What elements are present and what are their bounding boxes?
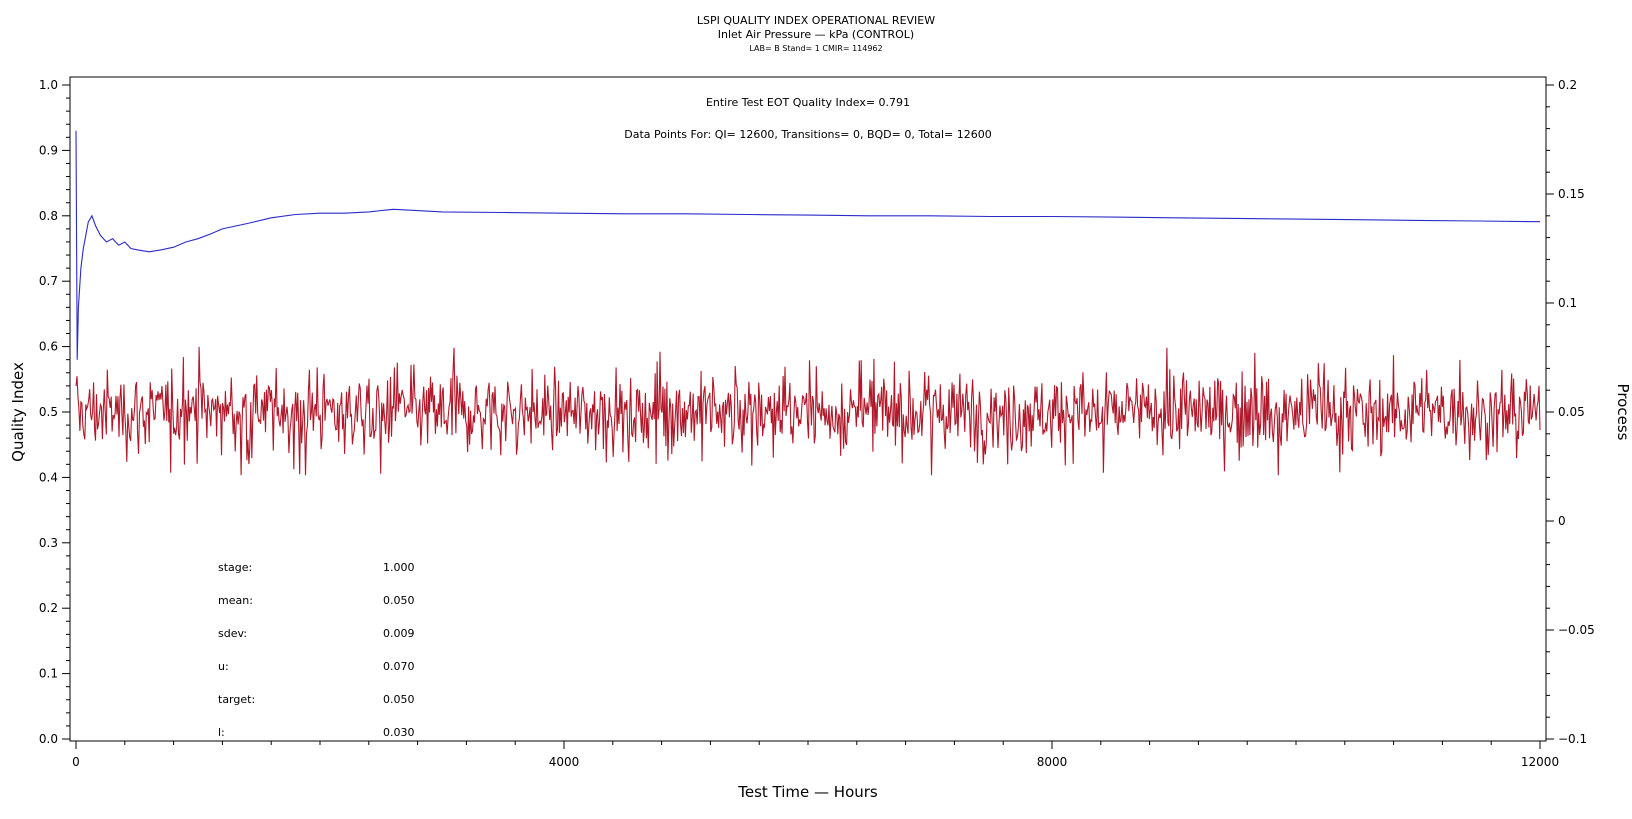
stat-value: 0.050 (383, 594, 415, 607)
stat-value: 0.050 (383, 693, 415, 706)
y-left-tick-label: 0.0 (39, 732, 58, 746)
stat-label: l: (218, 726, 225, 739)
y-left-tick-label: 0.5 (39, 405, 58, 419)
chart-subtitle-2: LAB= B Stand= 1 CMIR= 114962 (749, 44, 882, 53)
axes: 0 4000 8000 12000 0.0 0.1 0.2 0.3 0.4 0.5 0.6 0.7 0.… (39, 78, 1595, 769)
y-right-tick-label: 0 (1558, 514, 1566, 528)
y-right-tick-label: 0.1 (1558, 296, 1577, 310)
stat-value: 0.009 (383, 627, 415, 640)
chart-title: LSPI QUALITY INDEX OPERATIONAL REVIEW (697, 14, 935, 27)
y-left-tick-label: 0.1 (39, 667, 58, 681)
stats-block: stage: 1.000 mean: 0.050 sdev: 0.009 u: 0.070 ta… (218, 561, 415, 739)
y-left-tick-label: 0.7 (39, 274, 58, 288)
x-axis-label: Test Time — Hours (737, 783, 878, 801)
y-left-tick-label: 0.4 (39, 470, 58, 484)
y-axis-right-label: Process (1614, 384, 1632, 441)
y-right-tick-label: −0.1 (1558, 732, 1587, 746)
chart-subtitle: Inlet Air Pressure — kPa (CONTROL) (718, 28, 914, 41)
stat-value: 1.000 (383, 561, 415, 574)
y-left-tick-label: 0.2 (39, 601, 58, 615)
process-line (75, 346, 1541, 476)
x-tick-label: 12000 (1521, 755, 1559, 769)
x-tick-label: 0 (72, 755, 80, 769)
stat-label: mean: (218, 594, 253, 607)
stat-label: u: (218, 660, 229, 673)
y-left-tick-label: 0.8 (39, 209, 58, 223)
y-left-tick-label: 0.9 (39, 143, 58, 157)
y-left-tick-label: 0.6 (39, 340, 58, 354)
y-axis-left-label: Quality Index (9, 362, 27, 462)
x-tick-label: 4000 (549, 755, 580, 769)
y-right-tick-label: −0.05 (1558, 623, 1595, 637)
stat-label: stage: (218, 561, 252, 574)
x-tick-label: 8000 (1037, 755, 1068, 769)
annotation-data-points: Data Points For: QI= 12600, Transitions=… (624, 128, 992, 141)
annotation-eot-quality-index: Entire Test EOT Quality Index= 0.791 (706, 96, 910, 109)
quality-index-line (75, 130, 1541, 360)
process-series (75, 346, 1541, 476)
stat-value: 0.030 (383, 726, 415, 739)
y-right-tick-label: 0.2 (1558, 78, 1577, 92)
y-left-tick-label: 0.3 (39, 536, 58, 550)
y-left-tick-label: 1.0 (39, 78, 58, 92)
stat-label: target: (218, 693, 255, 706)
y-right-tick-label: 0.05 (1558, 405, 1585, 419)
stat-label: sdev: (218, 627, 247, 640)
y-right-tick-label: 0.15 (1558, 187, 1585, 201)
stat-value: 0.070 (383, 660, 415, 673)
quality-index-series (75, 130, 1541, 360)
